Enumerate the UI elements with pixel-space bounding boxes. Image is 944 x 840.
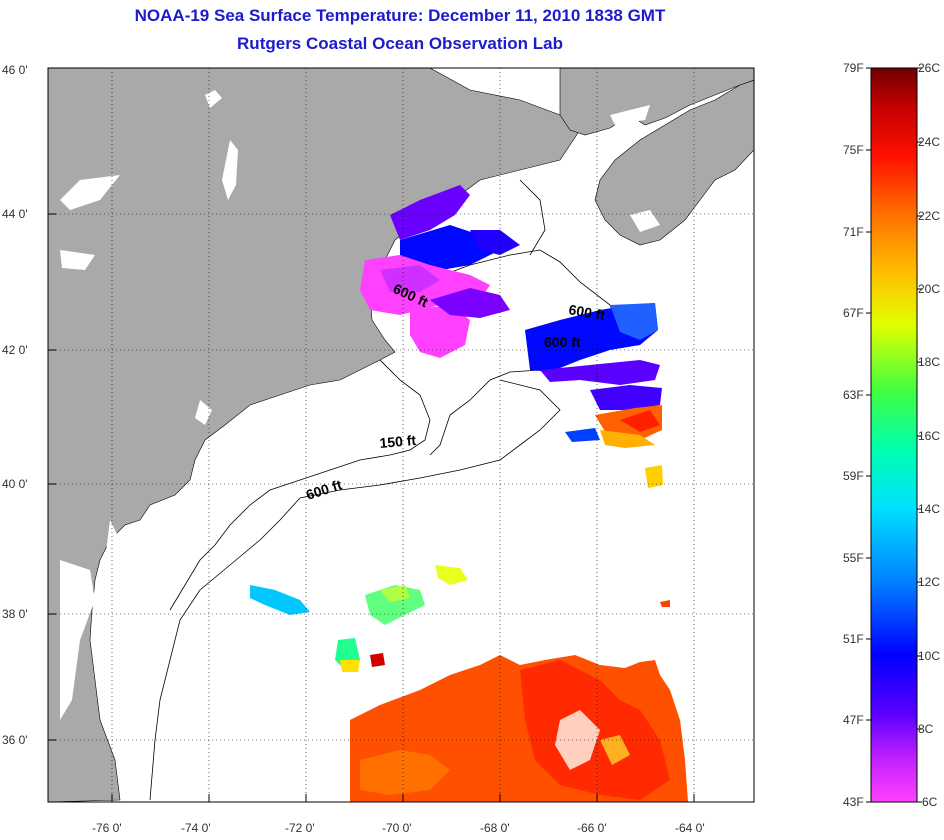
colorbar-c-label: 18C	[918, 355, 940, 369]
lon-label: -70 0'	[382, 821, 412, 835]
lon-label: -74 0'	[181, 821, 211, 835]
colorbar-f-label: 47F	[843, 713, 864, 727]
lon-label: -72 0'	[285, 821, 315, 835]
land-nova-scotia	[594, 79, 754, 246]
lon-label: -66 0'	[577, 821, 607, 835]
graticule	[48, 68, 754, 802]
colorbar-f-label: 51F	[843, 632, 864, 646]
contour-label-600-gb2: 600 ft	[544, 334, 581, 350]
latitude-labels: 46 0' 44 0' 42 0' 40 0' 38 0' 36 0'	[2, 63, 28, 747]
colorbar-c-label: 26C	[918, 61, 940, 75]
colorbar-f-label: 63F	[843, 388, 864, 402]
lat-label: 40 0'	[2, 477, 28, 491]
colorbar-c-label: 10C	[918, 649, 940, 663]
lon-label: -64 0'	[675, 821, 705, 835]
lat-label: 46 0'	[2, 63, 28, 77]
colorbar-c-label: 22C	[918, 209, 940, 223]
colorbar: 79F 75F 71F 67F 63F 59F 55F 51F 47F 43F …	[843, 61, 940, 809]
land-new-brunswick	[559, 68, 754, 136]
colorbar-celsius-labels: 26C 24C 22C 20C 18C 16C 14C 12C 10C 8C 6…	[918, 61, 940, 809]
lon-label: -68 0'	[480, 821, 510, 835]
lat-label: 36 0'	[2, 733, 28, 747]
colorbar-f-label: 75F	[843, 143, 864, 157]
lat-label: 38 0'	[2, 607, 28, 621]
colorbar-f-label: 79F	[843, 61, 864, 75]
axis-ticks	[48, 213, 695, 802]
colorbar-c-label: 6C	[922, 795, 938, 809]
longitude-labels: -76 0' -74 0' -72 0' -70 0' -68 0' -66 0…	[92, 821, 705, 835]
colorbar-c-label: 14C	[918, 502, 940, 516]
colorbar-f-label: 67F	[843, 306, 864, 320]
colorbar-c-label: 12C	[918, 575, 940, 589]
colorbar-f-label: 43F	[843, 795, 864, 809]
colorbar-gradient	[870, 67, 918, 803]
colorbar-f-label: 55F	[843, 551, 864, 565]
colorbar-c-label: 16C	[918, 429, 940, 443]
colorbar-c-label: 8C	[918, 722, 934, 736]
sst-patch-gulf-stream	[350, 655, 688, 802]
colorbar-f-label: 59F	[843, 469, 864, 483]
contour-label-150: 150 ft	[379, 432, 417, 451]
sst-patch-gulf-of-maine	[360, 185, 520, 358]
contour-label-600-gb1: 600 ft	[567, 301, 606, 323]
land-us-mainland	[48, 68, 581, 802]
lon-label: -76 0'	[92, 821, 122, 835]
map-title: NOAA-19 Sea Surface Temperature: Decembe…	[134, 6, 666, 25]
sst-patch-mid-atlantic	[250, 565, 670, 672]
colorbar-c-label: 20C	[918, 282, 940, 296]
colorbar-c-label: 24C	[918, 135, 940, 149]
colorbar-f-label: 71F	[843, 225, 864, 239]
lat-label: 42 0'	[2, 343, 28, 357]
colorbar-fahrenheit-labels: 79F 75F 71F 67F 63F 59F 55F 51F 47F 43F	[843, 61, 864, 809]
map-subtitle: Rutgers Coastal Ocean Observation Lab	[237, 34, 563, 53]
sst-patch-georges-bank	[525, 303, 663, 488]
lat-label: 44 0'	[2, 207, 28, 221]
